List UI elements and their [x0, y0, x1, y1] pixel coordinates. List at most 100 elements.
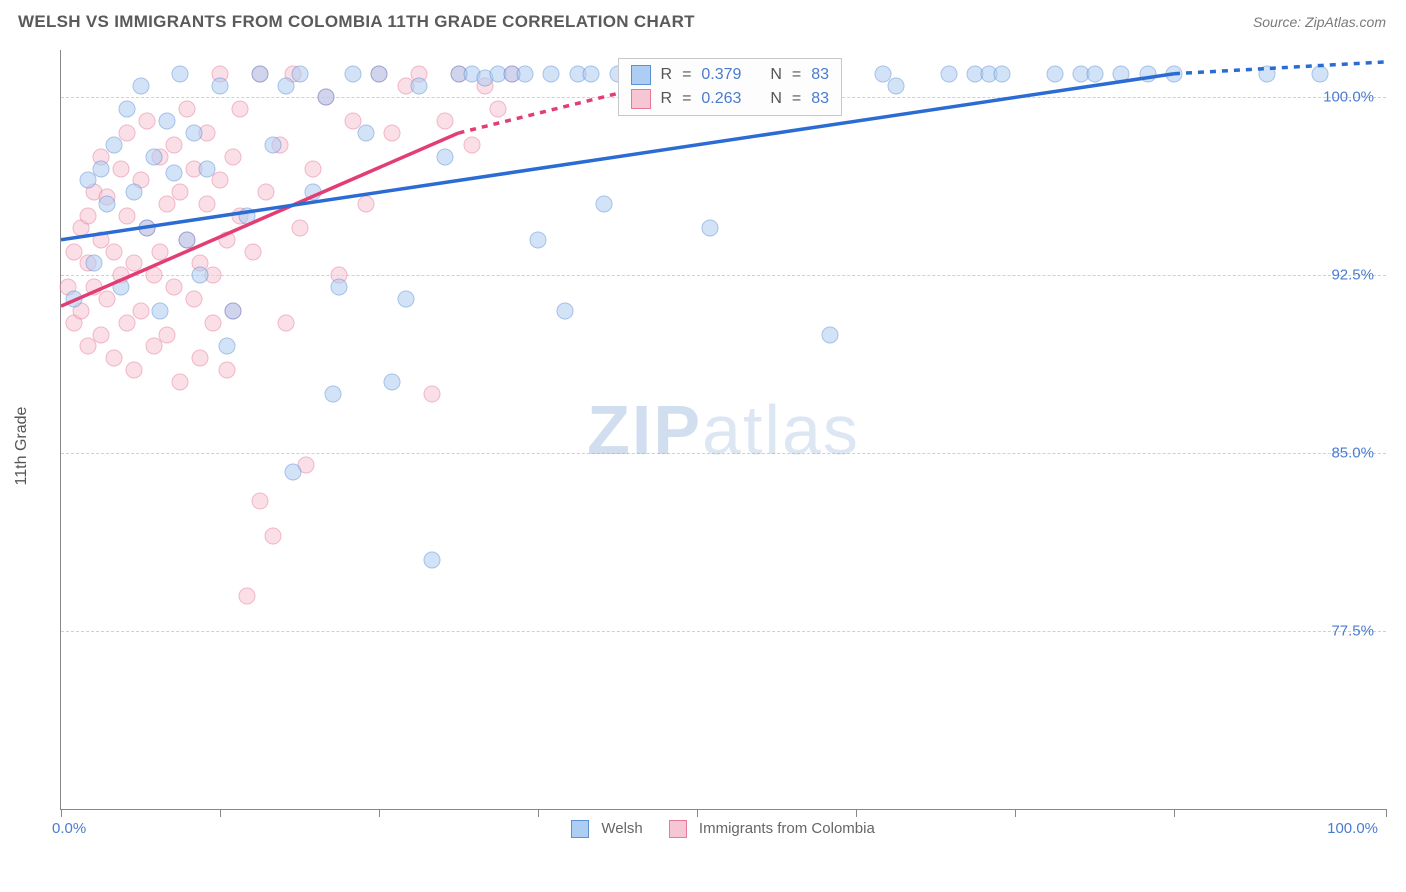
point-b	[192, 350, 209, 367]
point-a	[1166, 65, 1183, 82]
point-b	[132, 302, 149, 319]
point-a	[1046, 65, 1063, 82]
point-b	[278, 314, 295, 331]
square-icon	[571, 820, 589, 838]
point-a	[159, 113, 176, 130]
point-a	[79, 172, 96, 189]
square-icon	[631, 89, 651, 109]
x-tick	[1386, 809, 1387, 817]
x-tick	[1015, 809, 1016, 817]
stats-row-a: R = 0.379 N = 83	[631, 63, 830, 87]
point-a	[397, 291, 414, 308]
x-tick	[697, 809, 698, 817]
point-a	[304, 184, 321, 201]
x-axis-row: 0.0% Welsh Immigrants from Colombia 100.…	[60, 820, 1386, 852]
point-b	[106, 243, 123, 260]
equals-sign: =	[792, 90, 801, 108]
point-b	[490, 101, 507, 118]
point-a	[106, 136, 123, 153]
point-b	[172, 184, 189, 201]
n-label: N	[770, 90, 782, 108]
n-value-b: 83	[811, 90, 829, 108]
point-a	[424, 551, 441, 568]
source-label: Source: ZipAtlas.com	[1253, 14, 1386, 30]
point-b	[159, 196, 176, 213]
point-a	[437, 148, 454, 165]
point-a	[410, 77, 427, 94]
point-b	[125, 362, 142, 379]
point-a	[112, 279, 129, 296]
point-b	[79, 338, 96, 355]
point-a	[291, 65, 308, 82]
point-b	[145, 338, 162, 355]
point-b	[258, 184, 275, 201]
point-b	[112, 160, 129, 177]
point-a	[225, 302, 242, 319]
point-b	[119, 125, 136, 142]
point-a	[284, 464, 301, 481]
point-a	[1258, 65, 1275, 82]
point-a	[702, 219, 719, 236]
legend-label-b: Immigrants from Colombia	[699, 820, 875, 837]
point-a	[516, 65, 533, 82]
chart-title: WELSH VS IMMIGRANTS FROM COLOMBIA 11TH G…	[18, 12, 695, 32]
point-b	[238, 587, 255, 604]
x-max-label: 100.0%	[1327, 820, 1378, 837]
point-a	[1311, 65, 1328, 82]
point-b	[424, 385, 441, 402]
point-b	[463, 136, 480, 153]
point-a	[543, 65, 560, 82]
point-b	[79, 208, 96, 225]
point-a	[1113, 65, 1130, 82]
point-a	[344, 65, 361, 82]
point-a	[265, 136, 282, 153]
point-a	[940, 65, 957, 82]
point-b	[384, 125, 401, 142]
x-tick	[1174, 809, 1175, 817]
r-label: R	[661, 90, 673, 108]
equals-sign: =	[682, 66, 691, 84]
point-b	[99, 291, 116, 308]
point-a	[99, 196, 116, 213]
point-a	[821, 326, 838, 343]
y-axis-label: 11th Grade	[13, 407, 31, 486]
square-icon	[669, 820, 687, 838]
point-a	[583, 65, 600, 82]
point-a	[178, 231, 195, 248]
square-icon	[631, 65, 651, 85]
n-value-a: 83	[811, 66, 829, 84]
equals-sign: =	[792, 66, 801, 84]
stats-row-b: R = 0.263 N = 83	[631, 87, 830, 111]
point-b	[212, 172, 229, 189]
x-tick	[379, 809, 380, 817]
point-b	[437, 113, 454, 130]
point-b	[92, 326, 109, 343]
point-a	[132, 77, 149, 94]
r-value-b: 0.263	[701, 90, 741, 108]
point-b	[145, 267, 162, 284]
point-a	[192, 267, 209, 284]
r-value-a: 0.379	[701, 66, 741, 84]
point-a	[596, 196, 613, 213]
point-b	[185, 291, 202, 308]
point-b	[125, 255, 142, 272]
point-b	[119, 208, 136, 225]
point-a	[1139, 65, 1156, 82]
point-b	[165, 279, 182, 296]
point-b	[357, 196, 374, 213]
point-b	[198, 196, 215, 213]
point-a	[324, 385, 341, 402]
point-a	[371, 65, 388, 82]
point-b	[106, 350, 123, 367]
point-a	[530, 231, 547, 248]
point-b	[231, 101, 248, 118]
point-b	[159, 326, 176, 343]
n-label: N	[770, 66, 782, 84]
point-b	[291, 219, 308, 236]
point-a	[1086, 65, 1103, 82]
point-a	[993, 65, 1010, 82]
point-b	[245, 243, 262, 260]
point-a	[318, 89, 335, 106]
point-a	[251, 65, 268, 82]
point-b	[265, 528, 282, 545]
